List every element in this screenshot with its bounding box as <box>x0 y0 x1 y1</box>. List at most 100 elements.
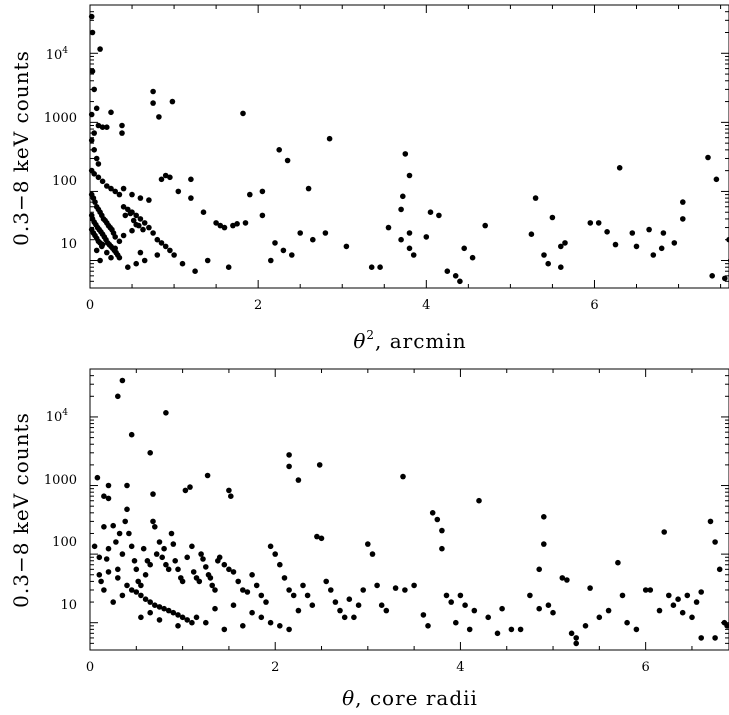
top-data-point <box>204 257 211 264</box>
top-data-point <box>88 111 95 118</box>
top-data-point <box>532 195 539 201</box>
top-data-point <box>112 245 118 252</box>
top-x-tick-label-6: 6 <box>590 298 598 313</box>
top-data-point <box>133 260 139 267</box>
top-data-point <box>305 185 312 192</box>
bottom-data-point <box>212 605 218 612</box>
bottom-data-point <box>457 592 464 599</box>
top-data-point <box>108 185 114 192</box>
top-data-point <box>116 238 123 245</box>
bottom-data-point <box>203 564 209 570</box>
bottom-data-point <box>286 626 292 633</box>
top-data-point <box>247 191 253 198</box>
top-data-point <box>136 222 142 229</box>
top-y-tick-label-100: 100 <box>52 174 77 189</box>
bottom-data-point <box>666 592 672 599</box>
bottom-data-point <box>564 577 570 583</box>
bottom-data-point <box>115 393 121 400</box>
bottom-data-point <box>110 522 116 529</box>
bottom-data-point <box>105 569 112 575</box>
bottom-data-point <box>147 609 153 616</box>
bottom-data-point <box>170 609 177 616</box>
top-scatter-panel: 10 100 1000 104 0 2 4 6 θ2, arcmin 0.3−8… <box>9 4 729 353</box>
bottom-data-point <box>207 575 214 581</box>
top-data-point <box>436 212 442 219</box>
bottom-data-point <box>684 592 691 599</box>
bottom-data-point <box>138 592 144 599</box>
top-data-point <box>125 264 131 271</box>
top-y-tick-label-1000: 1000 <box>44 111 77 126</box>
top-data-point <box>188 195 194 201</box>
top-data-point <box>89 68 96 74</box>
bottom-data-point <box>355 602 362 608</box>
bottom-data-point <box>150 491 156 497</box>
bottom-data-point <box>679 609 686 616</box>
bottom-data-point <box>249 572 255 578</box>
bottom-x-tick-label-6: 6 <box>642 660 650 675</box>
bottom-data-point <box>277 623 283 629</box>
top-data-point <box>377 264 383 271</box>
top-data-point <box>162 172 169 179</box>
bottom-data-point <box>295 607 302 614</box>
top-y-tick-label-10000-base: 10 <box>46 48 63 63</box>
bottom-data-point <box>170 541 177 547</box>
top-y-axis-label: 0.3−8 keV counts <box>9 50 33 246</box>
bottom-data-point <box>286 463 292 470</box>
bottom-data-point <box>332 599 339 605</box>
top-data-point <box>137 216 144 222</box>
top-data-point <box>88 13 95 20</box>
bottom-data-point <box>290 592 297 599</box>
bottom-data-point <box>328 587 334 593</box>
bottom-y-tick-label-10000-base: 10 <box>46 410 63 425</box>
bottom-data-point <box>425 623 431 629</box>
bottom-data-point <box>163 561 169 568</box>
bottom-data-point <box>124 506 130 513</box>
top-data-point <box>558 243 564 250</box>
bottom-data-point <box>341 614 348 621</box>
top-data-point <box>167 174 173 181</box>
bottom-data-point <box>309 602 316 608</box>
bottom-data-point <box>230 569 237 575</box>
bottom-data-point <box>175 566 181 573</box>
bottom-data-point <box>253 582 260 589</box>
top-data-point <box>129 191 135 198</box>
top-data-point <box>284 157 291 164</box>
bottom-data-point <box>110 599 116 605</box>
bottom-data-point <box>263 599 269 605</box>
bottom-data-point <box>216 554 223 561</box>
top-data-point <box>230 222 236 229</box>
bottom-data-point <box>485 614 492 621</box>
bottom-data-point <box>161 605 167 612</box>
bottom-data-point <box>670 602 677 608</box>
bottom-data-point <box>124 582 130 589</box>
bottom-data-point <box>550 609 556 616</box>
top-x-axis-label-theta: θ <box>353 329 366 353</box>
bottom-data-point <box>698 589 704 595</box>
bottom-data-point <box>156 539 163 545</box>
bottom-data-point <box>144 558 151 564</box>
top-data-point <box>200 209 207 215</box>
top-data-point <box>125 206 131 213</box>
top-data-point <box>119 122 125 129</box>
top-data-point <box>616 165 623 171</box>
top-data-point <box>259 212 266 219</box>
bottom-data-point <box>365 541 371 547</box>
top-data-point <box>150 230 156 236</box>
bottom-data-point <box>272 551 279 557</box>
top-data-point <box>469 254 476 261</box>
top-data-point <box>326 135 333 142</box>
bottom-data-point <box>724 623 729 629</box>
bottom-data-point <box>156 617 163 623</box>
bottom-data-point <box>198 551 204 557</box>
top-data-point <box>259 188 266 195</box>
top-data-point <box>92 199 98 205</box>
top-data-point <box>150 100 156 106</box>
bottom-data-point <box>402 587 408 593</box>
top-x-tick-label-0: 0 <box>86 298 94 313</box>
bottom-data-point <box>152 602 158 608</box>
bottom-data-point <box>226 566 232 573</box>
top-data-point <box>713 176 720 183</box>
top-data-point <box>140 226 146 233</box>
bottom-data-point <box>119 377 126 384</box>
bottom-y-tick-labels: 10 100 1000 104 <box>44 408 77 613</box>
